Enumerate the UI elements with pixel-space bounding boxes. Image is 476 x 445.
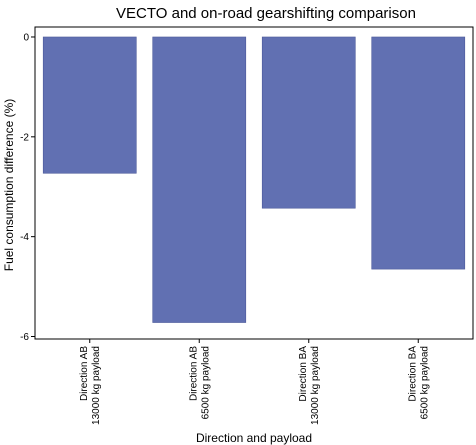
x-tick-label-line: Direction AB xyxy=(188,346,199,401)
bar-3 xyxy=(261,36,356,209)
bar-4 xyxy=(371,36,466,270)
x-tick-label-line: 6500 kg payload xyxy=(200,346,211,419)
y-axis: 0 -2 -4 -6 xyxy=(20,32,35,343)
bar-1 xyxy=(42,36,137,174)
x-tick-label-line: 6500 kg payload xyxy=(419,346,430,419)
x-tick-label-2: Direction AB 6500 kg payload xyxy=(188,346,211,420)
y-axis-title: Fuel consumption difference (%) xyxy=(2,99,16,272)
bar-2 xyxy=(152,36,247,323)
bars xyxy=(42,36,466,323)
x-tick-label-line: 13000 kg payload xyxy=(91,346,102,425)
x-tick-label-3: Direction BA 13000 kg payload xyxy=(298,346,321,425)
x-tick-label-4: Direction BA 6500 kg payload xyxy=(407,346,430,420)
plot-frame xyxy=(34,26,474,340)
x-tick-label-line: 13000 kg payload xyxy=(310,346,321,425)
y-tick-label-4: -6 xyxy=(20,332,29,343)
x-tick-label-line: Direction BA xyxy=(407,346,418,402)
x-axis: Direction AB 13000 kg payload Direction AB… xyxy=(79,339,430,425)
x-axis-title: Direction and payload xyxy=(196,431,312,445)
x-tick-label-1: Direction AB 13000 kg payload xyxy=(79,346,102,425)
chart-title: VECTO and on-road gearshifting compariso… xyxy=(116,5,416,22)
y-tick-label-1: 0 xyxy=(23,32,29,43)
y-tick-label-3: -4 xyxy=(20,232,29,243)
x-tick-label-line: Direction BA xyxy=(298,346,309,402)
y-tick-label-2: -2 xyxy=(20,132,29,143)
x-tick-label-line: Direction AB xyxy=(79,346,90,401)
